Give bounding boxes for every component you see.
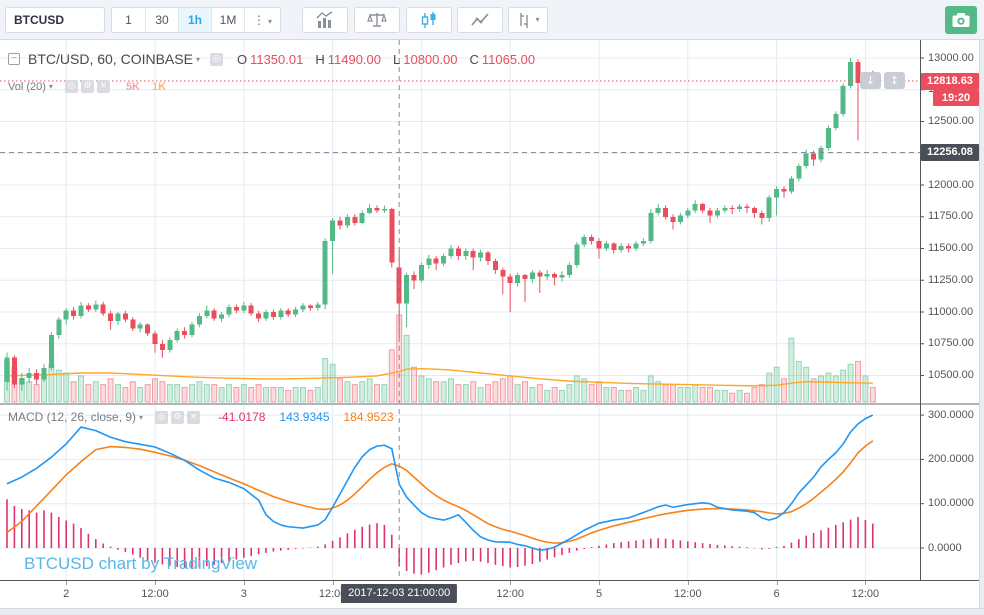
close-icon[interactable]: × xyxy=(187,410,201,424)
indicators-button[interactable] xyxy=(302,6,348,33)
chevron-down-icon[interactable]: ▾ xyxy=(48,82,53,91)
scale-price-button[interactable]: ↕ xyxy=(884,72,905,89)
interval-button-1h[interactable]: 1h xyxy=(178,7,211,32)
axis-tick-label: 11000.00 xyxy=(928,305,974,318)
time-tick-mark xyxy=(155,581,156,585)
time-tick-label: 12:00 xyxy=(496,588,524,600)
time-tick-mark xyxy=(599,581,600,585)
chevron-down-icon: ▾ xyxy=(267,16,272,26)
ohlc-readout: O 11350.01 H 11490.00 L 10800.00 C 11065.00 xyxy=(237,52,535,67)
volume-ma-value: 1K xyxy=(152,80,167,93)
axis-tick-label: 11250.00 xyxy=(928,273,974,286)
time-tick-label: 6 xyxy=(773,588,780,600)
line-chart-icon xyxy=(471,12,489,26)
axis-tick-label: 0.0000 xyxy=(928,541,962,554)
indicators-icon xyxy=(316,10,333,28)
eye-icon[interactable]: ◎ xyxy=(209,52,223,66)
time-tick-label: 2 xyxy=(63,588,70,600)
high-value: 11490.00 xyxy=(327,51,381,67)
volume-label[interactable]: Vol (20) xyxy=(8,80,46,93)
bar-style-icon xyxy=(520,12,529,28)
macd-hist-value: -41.0178 xyxy=(218,410,266,424)
chevron-down-icon[interactable]: ▾ xyxy=(195,54,200,64)
page-background-strip xyxy=(0,608,984,615)
axis-tick-label: 13000.00 xyxy=(928,51,974,64)
interval-menu-button[interactable]: ⋮ ▾ xyxy=(244,7,280,32)
axis-tick-label: 11500.00 xyxy=(928,242,974,254)
time-tick-mark xyxy=(510,581,512,585)
gear-icon[interactable]: ⚙ xyxy=(171,410,185,424)
candlestick-style-button[interactable] xyxy=(406,6,452,33)
symbol-input[interactable]: BTCUSD xyxy=(5,6,105,33)
dots-menu-icon: ⋮ xyxy=(252,12,265,27)
interval-group: 1 30 1h 1M ⋮ ▾ xyxy=(111,6,281,33)
time-tick-label: 12:00 xyxy=(318,588,347,600)
macd-label[interactable]: MACD (12, 26, close, 9) xyxy=(8,410,137,424)
axis-tick-label: 100.0000 xyxy=(928,497,974,510)
toolbar: BTCUSD 1 30 1h 1M ⋮ ▾ ▾ xyxy=(0,0,984,40)
axis-tick-label: 300.0000 xyxy=(928,408,974,421)
macd-legend: MACD (12, 26, close, 9) ▾ ◎ ⚙ × -41.0178… xyxy=(8,410,394,424)
compare-scales-icon xyxy=(367,12,387,27)
current-price-badge: 12818.63 xyxy=(921,72,979,90)
interval-button-30[interactable]: 30 xyxy=(145,7,178,32)
candlestick-icon xyxy=(421,11,436,28)
gear-icon[interactable]: ⚙ xyxy=(80,80,94,93)
time-tick-label: 12:00 xyxy=(674,588,702,600)
time-axis[interactable]: 2 12:00 3 12:00 12:00 5 12:00 6 12:00 xyxy=(0,581,984,607)
tradingview-attribution-link[interactable]: BTCUSD chart by TradingView xyxy=(24,554,258,573)
crosshair-price-badge: 12256.08 xyxy=(921,143,979,161)
crosshair-time-badge: 2017-12-03 21:00:00 xyxy=(341,584,458,603)
close-label: C xyxy=(469,51,479,67)
axis-tick-label: 12000.00 xyxy=(928,178,974,191)
time-tick-label: 12:00 xyxy=(141,588,169,600)
axis-tick-label: 12500.00 xyxy=(928,115,974,127)
macd-signal-value: 184.9523 xyxy=(343,410,394,424)
time-tick-mark xyxy=(332,581,334,585)
close-value: 11065.00 xyxy=(481,51,536,67)
interval-button-1M[interactable]: 1M xyxy=(211,7,244,32)
open-label: O xyxy=(236,51,248,67)
collapse-legend-button[interactable]: − xyxy=(8,53,20,65)
low-label: L xyxy=(393,51,401,67)
line-style-button[interactable] xyxy=(457,6,503,33)
eye-icon[interactable]: ◎ xyxy=(155,410,169,424)
scroll-down-button[interactable]: ↓ xyxy=(860,72,881,89)
time-tick-mark xyxy=(243,581,245,585)
axis-tick-label: 200.0000 xyxy=(928,452,974,465)
chevron-down-icon: ▾ xyxy=(535,15,540,24)
camera-icon xyxy=(952,13,970,27)
time-tick-mark xyxy=(687,581,689,585)
volume-legend: Vol (20) ▾ ◎ ⚙ × 5K 1K xyxy=(8,80,166,93)
time-tick-label: 5 xyxy=(595,588,603,600)
bar-countdown-badge: 19:20 xyxy=(933,89,979,106)
time-tick-label: 3 xyxy=(240,588,247,600)
chevron-down-icon[interactable]: ▾ xyxy=(139,412,144,422)
eye-icon[interactable]: ◎ xyxy=(64,80,78,93)
close-icon[interactable]: × xyxy=(96,80,110,93)
bar-style-button[interactable]: ▾ xyxy=(508,6,548,33)
interval-button-1[interactable]: 1 xyxy=(112,7,145,32)
axis-tick-label: 10750.00 xyxy=(928,337,974,350)
axis-tick-label: 10500.00 xyxy=(928,369,974,381)
series-title[interactable]: BTC/USD, 60, COINBASE xyxy=(28,51,193,67)
page-background-strip xyxy=(979,40,984,608)
macd-line-value: 143.9345 xyxy=(279,410,330,424)
axis-tick-label: 11750.00 xyxy=(928,210,974,223)
low-value: 10800.00 xyxy=(403,51,458,67)
high-label: H xyxy=(315,51,325,67)
open-value: 11350.01 xyxy=(250,51,304,67)
volume-value: 5K xyxy=(125,80,140,93)
time-tick-label: 12:00 xyxy=(851,588,880,600)
snapshot-camera-button[interactable] xyxy=(945,6,977,34)
time-tick-mark xyxy=(776,581,778,585)
compare-button[interactable] xyxy=(354,6,400,33)
time-tick-mark xyxy=(865,581,867,585)
time-tick-mark xyxy=(66,581,68,585)
